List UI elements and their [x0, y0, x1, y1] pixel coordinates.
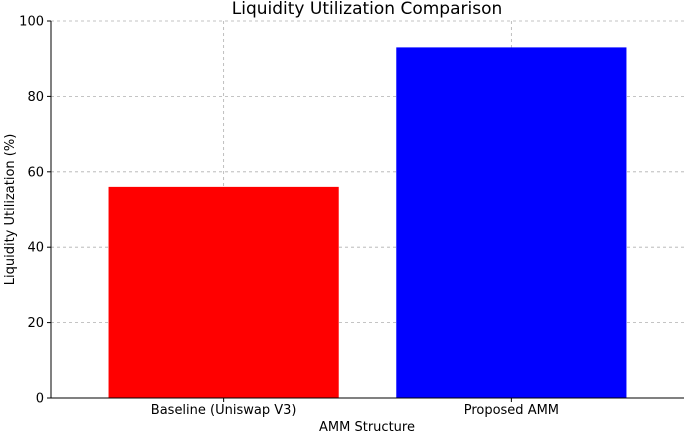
y-axis-ticks: 0 20 40 60 80 100 [19, 15, 51, 407]
y-tick-label: 20 [27, 316, 44, 331]
x-axis-ticks: Baseline (Uniswap V3) Proposed AMM [151, 398, 559, 418]
y-tick-label: 60 [27, 165, 44, 180]
y-axis-label: Liquidity Utilization (%) [3, 134, 18, 286]
axes-frame [50, 21, 684, 399]
y-tick-label: 0 [36, 392, 44, 407]
chart-title: Liquidity Utilization Comparison [232, 0, 503, 19]
bar-2 [396, 47, 627, 398]
y-tick-label: 40 [27, 241, 44, 256]
x-axis-label: AMM Structure [319, 420, 415, 432]
y-tick-label: 80 [27, 90, 44, 105]
bars [108, 47, 627, 398]
bar-1 [108, 186, 339, 398]
x-tick-label: Proposed AMM [464, 403, 559, 418]
x-tick-label: Baseline (Uniswap V3) [151, 403, 297, 418]
y-tick-label: 100 [19, 15, 44, 30]
